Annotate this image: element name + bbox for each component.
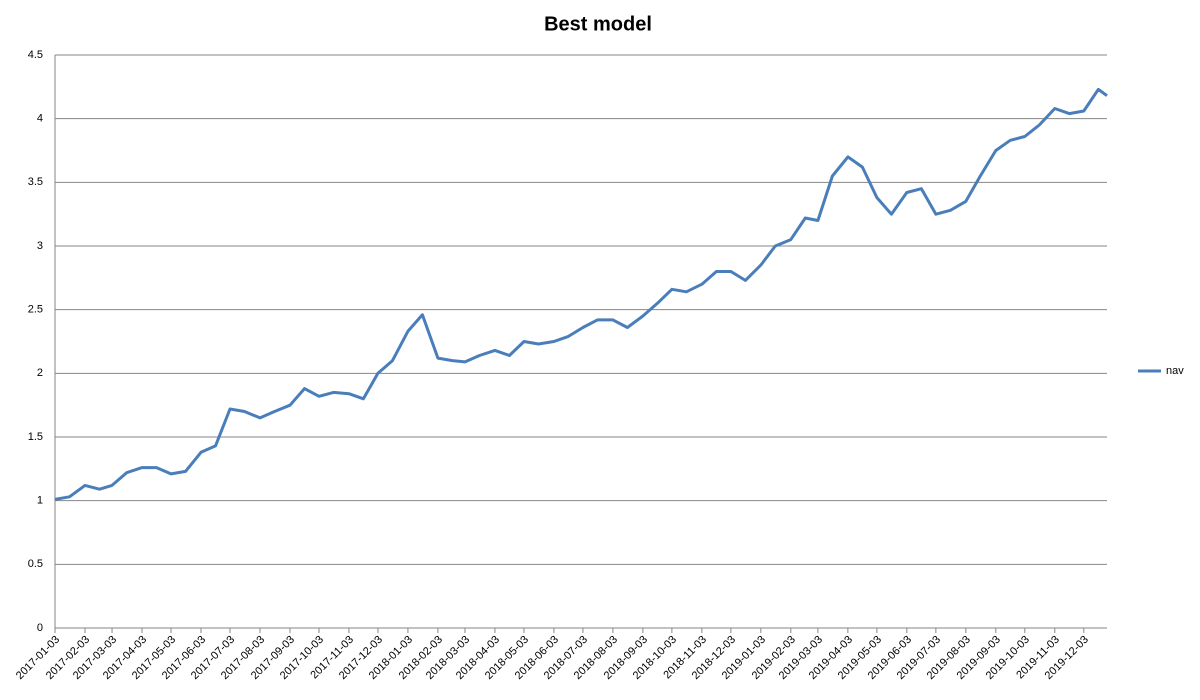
chart-title: Best model bbox=[544, 13, 652, 35]
y-tick-label: 0.5 bbox=[28, 558, 43, 570]
y-tick-label: 1.5 bbox=[28, 431, 43, 443]
y-tick-label: 2.5 bbox=[28, 304, 43, 316]
y-tick-label: 4 bbox=[37, 113, 43, 125]
y-tick-label: 2 bbox=[37, 367, 43, 379]
y-tick-label: 0 bbox=[37, 622, 43, 634]
y-tick-label: 3.5 bbox=[28, 176, 43, 188]
data-line bbox=[54, 87, 1108, 501]
legend-label: nav bbox=[1166, 365, 1184, 377]
y-tick-label: 4.5 bbox=[28, 49, 43, 61]
y-tick-label: 3 bbox=[37, 240, 43, 252]
y-tick-label: 1 bbox=[37, 495, 43, 507]
